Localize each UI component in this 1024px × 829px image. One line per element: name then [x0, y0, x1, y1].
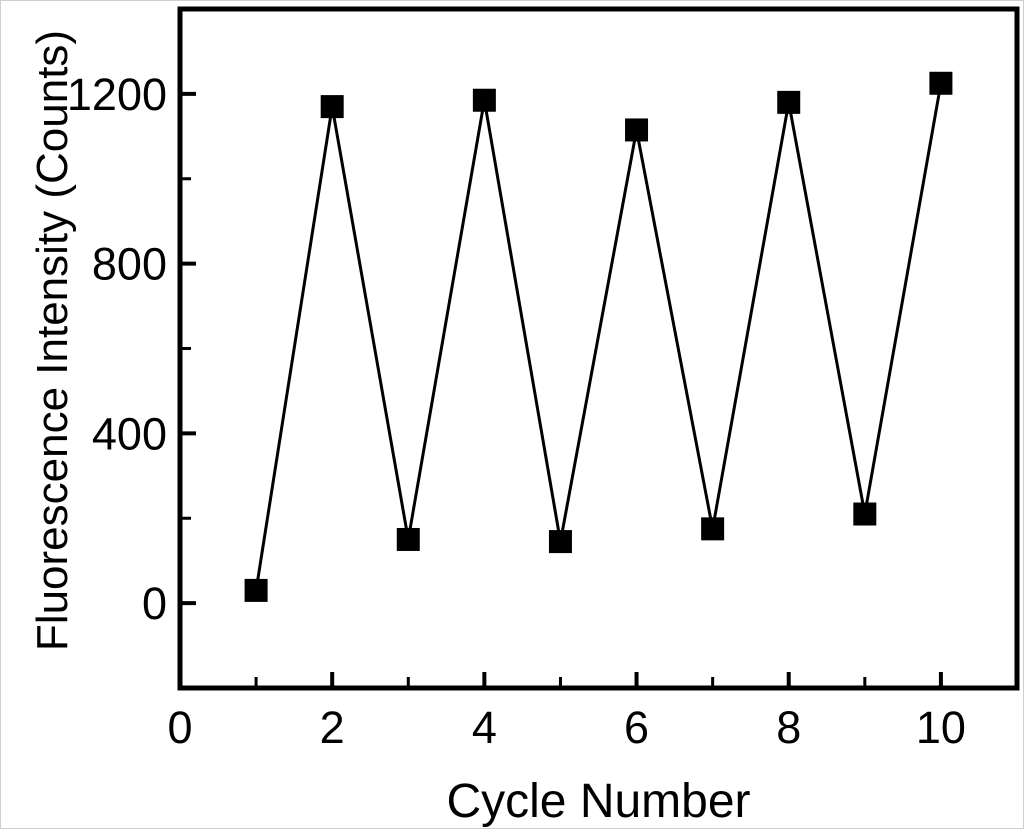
data-point-marker	[853, 502, 877, 526]
data-point-marker	[701, 517, 725, 541]
data-point-marker	[777, 90, 801, 114]
y-tick-label: 1200	[67, 69, 167, 120]
data-point-marker	[396, 527, 420, 551]
x-tick-label: 10	[916, 702, 966, 753]
data-series-line	[254, 83, 943, 591]
x-tick-label: 0	[167, 702, 192, 753]
y-tick-label: 0	[142, 578, 167, 629]
data-series	[244, 71, 953, 602]
data-point-marker	[320, 95, 344, 119]
plot-frame	[177, 6, 1020, 691]
y-tick-label: 800	[92, 239, 167, 290]
axis-ticks	[178, 91, 943, 686]
y-axis-label: Fluorescence Intensity (Counts)	[28, 30, 77, 651]
x-tick-label: 8	[776, 702, 801, 753]
x-axis-label: Cycle Number	[446, 775, 750, 828]
data-point-marker	[548, 530, 572, 554]
axis-tick-labels: 0 400 800 1200 0 2 4 6 8 10	[67, 69, 966, 753]
data-point-marker	[625, 118, 649, 142]
data-point-marker	[472, 88, 496, 112]
data-point-marker	[244, 578, 268, 602]
y-tick-label: 400	[92, 408, 167, 459]
data-point-marker	[929, 71, 953, 95]
x-tick-label: 4	[472, 702, 497, 753]
x-tick-label: 2	[320, 702, 345, 753]
x-tick-label: 6	[624, 702, 649, 753]
